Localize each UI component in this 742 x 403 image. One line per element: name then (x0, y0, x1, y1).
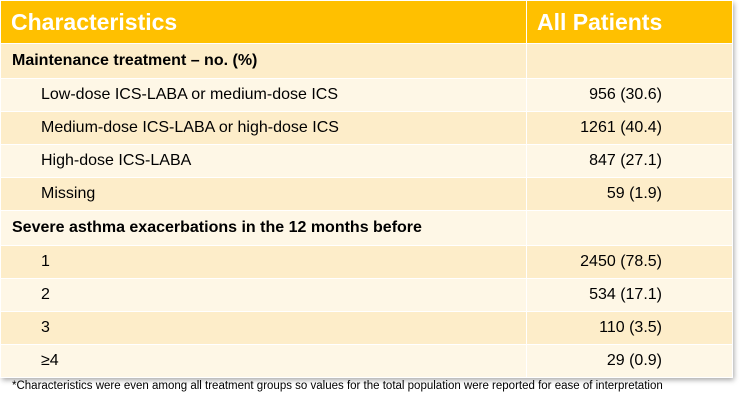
row-value: 59 (1.9) (526, 177, 733, 211)
characteristics-table: Characteristics All Patients Maintenance… (0, 0, 733, 378)
header-characteristics: Characteristics (0, 0, 527, 44)
section-value-empty (526, 210, 733, 246)
header-all-patients: All Patients (526, 0, 733, 44)
characteristics-table-frame: Characteristics All Patients Maintenance… (0, 0, 733, 378)
row-value: 2450 (78.5) (526, 245, 733, 279)
row-label: 3 (0, 311, 527, 345)
row-label: High-dose ICS-LABA (0, 144, 527, 178)
row-value: 110 (3.5) (526, 311, 733, 345)
table-header-row: Characteristics All Patients (0, 0, 733, 44)
table-row: Medium-dose ICS-LABA or high-dose ICS 12… (0, 111, 733, 145)
row-label: 2 (0, 278, 527, 312)
table-row: 1 2450 (78.5) (0, 245, 733, 279)
table-row: ≥4 29 (0.9) (0, 344, 733, 378)
table-row: High-dose ICS-LABA 847 (27.1) (0, 144, 733, 178)
table-row: Missing 59 (1.9) (0, 177, 733, 211)
section-row-maintenance: Maintenance treatment – no. (%) (0, 43, 733, 79)
row-label: Missing (0, 177, 527, 211)
table-row: Low-dose ICS-LABA or medium-dose ICS 956… (0, 78, 733, 112)
section-title: Severe asthma exacerbations in the 12 mo… (0, 210, 527, 246)
section-title: Maintenance treatment – no. (%) (0, 43, 527, 79)
row-label: Low-dose ICS-LABA or medium-dose ICS (0, 78, 527, 112)
row-label: Medium-dose ICS-LABA or high-dose ICS (0, 111, 527, 145)
row-value: 847 (27.1) (526, 144, 733, 178)
row-label: ≥4 (0, 344, 527, 378)
table-row: 3 110 (3.5) (0, 311, 733, 345)
row-value: 534 (17.1) (526, 278, 733, 312)
row-label: 1 (0, 245, 527, 279)
row-value: 956 (30.6) (526, 78, 733, 112)
section-value-empty (526, 43, 733, 79)
section-row-exacerbations: Severe asthma exacerbations in the 12 mo… (0, 210, 733, 246)
table-row: 2 534 (17.1) (0, 278, 733, 312)
row-value: 29 (0.9) (526, 344, 733, 378)
row-value: 1261 (40.4) (526, 111, 733, 145)
footnote: *Characteristics were even among all tre… (12, 380, 663, 392)
